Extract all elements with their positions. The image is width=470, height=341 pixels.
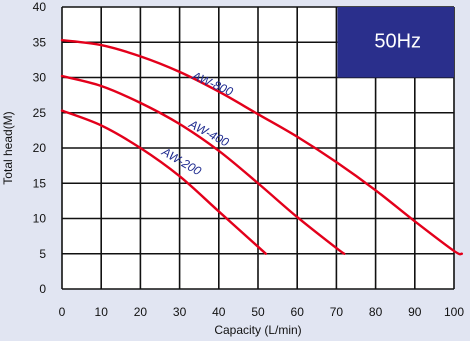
x-tick-label: 100	[444, 305, 464, 319]
y-tick-label: 35	[33, 35, 47, 49]
x-tick-label: 80	[369, 305, 383, 319]
y-tick-label: 15	[33, 176, 47, 190]
y-tick-label: 30	[33, 71, 47, 85]
y-tick-label: 10	[33, 212, 47, 226]
y-tick-label: 5	[39, 247, 46, 261]
y-tick-label: 0	[39, 282, 46, 296]
x-tick-label: 60	[291, 305, 305, 319]
curve-aw-400	[60, 74, 346, 255]
x-tick-label: 20	[134, 305, 148, 319]
x-axis-label: Capacity (L/min)	[214, 323, 301, 337]
x-axis-ticks: 0 10 20 30 40 50 60 70 80 90 100	[59, 305, 465, 319]
y-axis-ticks: 0 5 10 15 20 25 30 35 40	[33, 0, 47, 296]
curve-aw-800	[60, 38, 464, 256]
y-tick-label: 20	[33, 141, 47, 155]
x-tick-label: 40	[212, 305, 226, 319]
y-tick-label: 25	[33, 106, 47, 120]
x-tick-label: 30	[173, 305, 187, 319]
x-tick-label: 70	[330, 305, 344, 319]
frequency-badge	[337, 7, 454, 78]
y-axis-label: Total head(M)	[1, 111, 15, 184]
x-tick-label: 10	[95, 305, 109, 319]
x-tick-label: 0	[59, 305, 66, 319]
y-tick-label: 40	[33, 0, 47, 14]
frequency-badge-text: 50Hz	[374, 30, 421, 52]
curves	[60, 38, 464, 256]
x-tick-label: 90	[408, 305, 422, 319]
curve-aw-200	[60, 109, 268, 255]
x-tick-label: 50	[251, 305, 265, 319]
